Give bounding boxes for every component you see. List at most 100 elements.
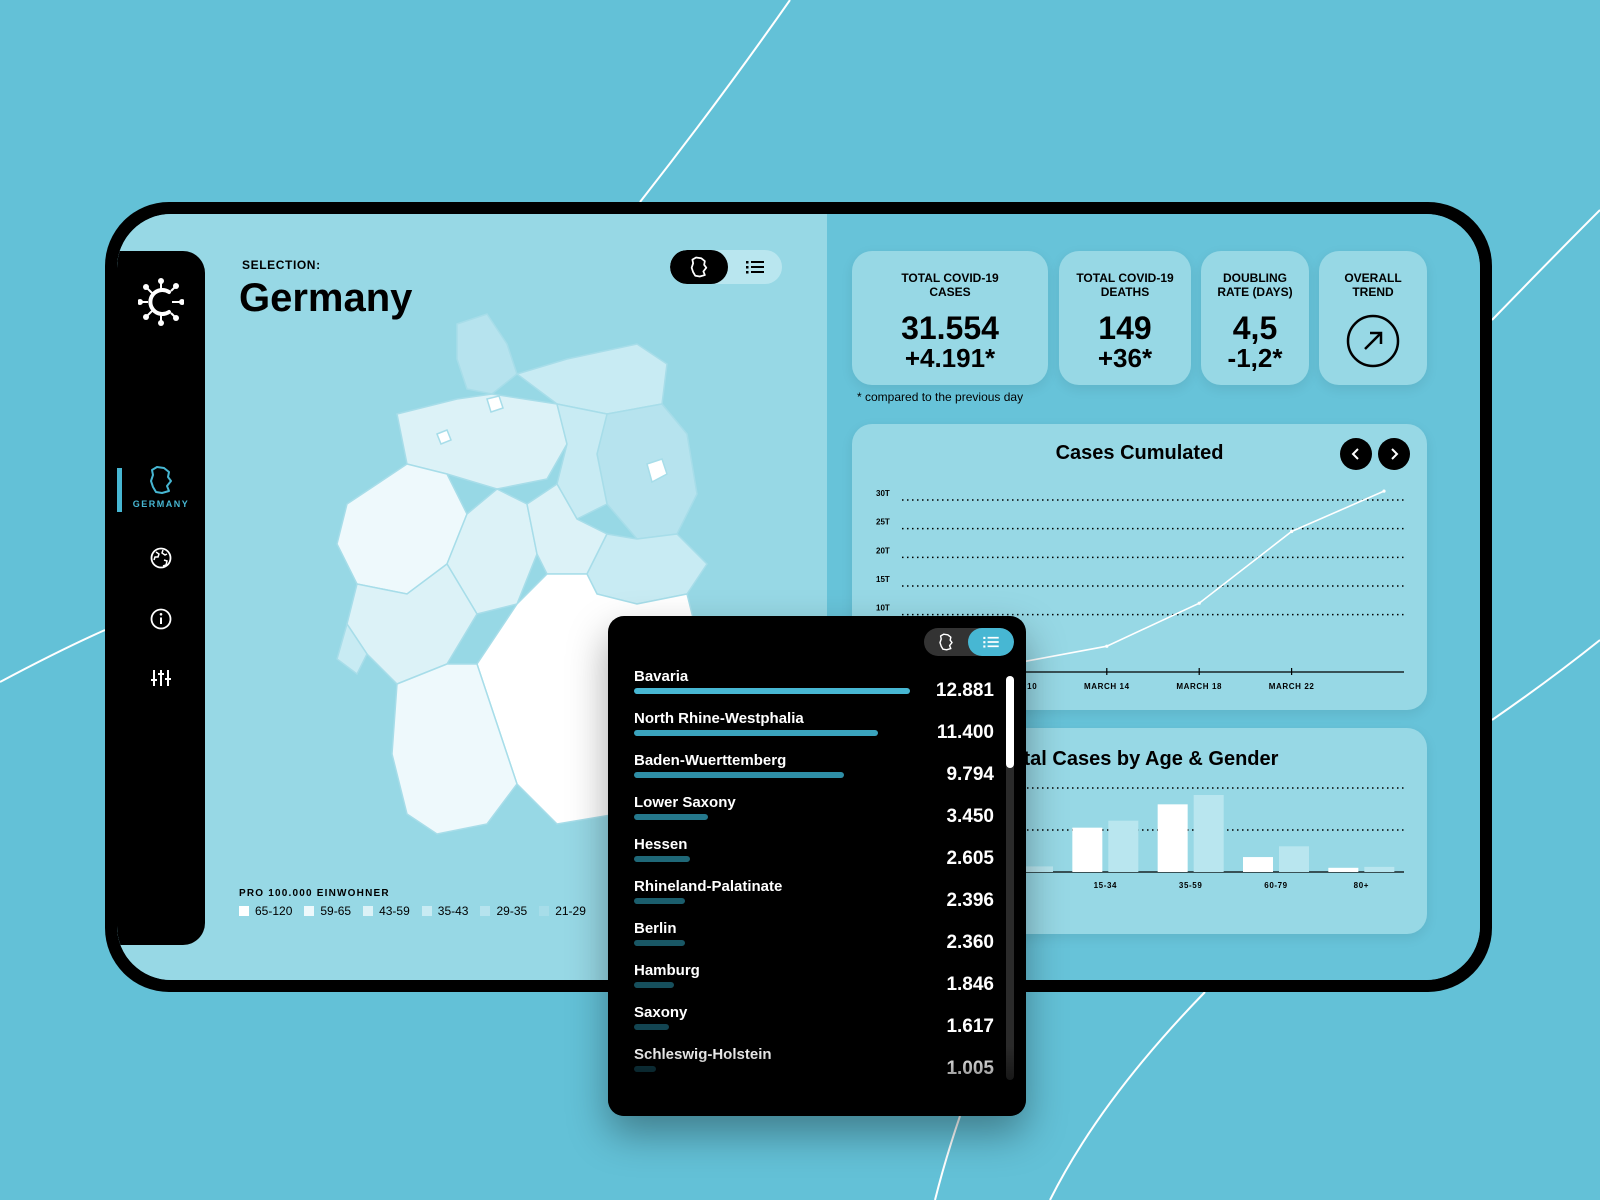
region-berlin (646, 458, 668, 484)
overall-trend-card: OVERALL TREND (1319, 251, 1427, 385)
sidebar-item-world[interactable] (117, 547, 205, 569)
state-name: Hamburg (634, 962, 700, 979)
bar (1193, 795, 1224, 872)
scrollbar[interactable] (1006, 676, 1014, 1080)
x-tick-label: MARCH 14 (1084, 682, 1130, 691)
doubling-rate-delta: -1,2* (1227, 343, 1283, 373)
state-name: North Rhine-Westphalia (634, 710, 804, 727)
total-deaths-card: TOTAL COVID-19 DEATHS 149 +36* (1059, 251, 1191, 385)
y-tick-label: 30T (876, 489, 890, 498)
state-name: Berlin (634, 920, 677, 937)
legend-swatch (539, 906, 550, 916)
state-bar (634, 898, 685, 904)
list-view-button[interactable] (728, 250, 782, 284)
bar (1279, 846, 1309, 872)
list-item[interactable]: Saxony 1.617 (634, 1004, 994, 1046)
chart-prev-button[interactable] (1340, 438, 1372, 470)
legend-item: 65-120 (239, 904, 292, 918)
state-name: Hessen (634, 836, 688, 853)
region-hamburg (486, 395, 504, 413)
app-logo[interactable] (117, 277, 205, 327)
chevron-left-icon (1351, 448, 1359, 460)
region-saxony-anhalt (555, 403, 608, 520)
list-item[interactable]: Bavaria 12.881 (634, 668, 994, 710)
legend-item: 43-59 (363, 904, 410, 918)
map-legend: 65-120 59-65 43-59 35-43 29-35 21-29 (239, 904, 586, 918)
state-bar (634, 982, 674, 988)
doubling-rate-card: DOUBLING RATE (DAYS) 4,5 -1,2* (1201, 251, 1309, 385)
map-view-icon (690, 256, 708, 278)
list-item[interactable]: Hessen 2.605 (634, 836, 994, 878)
state-bar (634, 940, 685, 946)
region-baden-wuerttemberg (391, 663, 518, 835)
footnote: * compared to the previous day (857, 390, 1024, 404)
sliders-icon (151, 670, 171, 686)
bar (1328, 867, 1359, 872)
x-tick-label: 35-59 (1179, 881, 1202, 890)
stats-panel: TOTAL COVID-19 CASES 31.554 +4.191* TOTAL… (827, 214, 1480, 980)
region-schleswig-holstein (456, 313, 518, 395)
germany-map (336, 313, 708, 835)
legend-label: 43-59 (379, 904, 410, 918)
bar (1023, 866, 1053, 872)
scrollbar-thumb[interactable] (1006, 676, 1014, 768)
dashboard-screen: GERMANY (117, 214, 1480, 980)
total-cases-value: 31.554 (901, 310, 999, 346)
total-deaths-delta: +36* (1097, 343, 1153, 373)
data-point (1290, 529, 1294, 534)
state-list-panel: Bavaria 12.881 North Rhine-Westphalia 11.40… (608, 616, 1026, 1116)
list-item[interactable]: Berlin 2.360 (634, 920, 994, 962)
chart-next-button[interactable] (1378, 438, 1410, 470)
chevron-right-icon (1391, 448, 1399, 460)
legend-swatch (363, 906, 374, 916)
data-point (1197, 601, 1201, 605)
legend-title: PRO 100.000 EINWOHNER (239, 888, 390, 899)
stat-title: DOUBLING RATE (DAYS) (1217, 271, 1293, 299)
list-item[interactable]: Baden-Wuerttemberg 9.794 (634, 752, 994, 794)
state-value: 2.396 (946, 890, 994, 911)
list-item[interactable]: Rhineland-Palatinate 2.396 (634, 878, 994, 920)
sidebar-item-info[interactable] (117, 608, 205, 630)
list-item[interactable]: North Rhine-Westphalia 11.400 (634, 710, 994, 752)
germany-icon (150, 466, 172, 494)
page-title: Germany (239, 276, 413, 320)
legend-label: 21-29 (555, 904, 586, 918)
region-saarland (336, 622, 368, 676)
x-tick-label: 80+ (1354, 881, 1369, 890)
bar (1243, 857, 1273, 872)
state-bar (634, 772, 844, 778)
list-item[interactable]: Hamburg 1.846 (634, 962, 994, 1004)
state-name: Baden-Wuerttemberg (634, 752, 787, 769)
map-view-button[interactable] (670, 250, 728, 284)
sidebar-item-germany[interactable]: GERMANY (117, 465, 205, 509)
y-tick-label: 15T (876, 575, 890, 584)
chart-title: Total Cases by Age & Gender (1000, 748, 1279, 770)
view-toggle (670, 250, 782, 284)
map-view-button[interactable] (924, 628, 968, 656)
list-view-button[interactable] (968, 628, 1014, 656)
total-cases-card: TOTAL COVID-19 CASES 31.554 +4.191* (852, 251, 1048, 385)
list-view-icon (746, 261, 764, 274)
state-bar (634, 688, 910, 694)
bar (1072, 827, 1103, 872)
state-value: 1.846 (946, 974, 994, 995)
legend-swatch (480, 906, 491, 916)
state-name: Lower Saxony (634, 794, 736, 811)
legend-swatch (421, 906, 432, 916)
y-tick-label: 20T (876, 546, 890, 555)
state-value: 1.617 (946, 1016, 994, 1037)
list-item[interactable]: Lower Saxony 3.450 (634, 794, 994, 836)
x-tick-label: 15-34 (1094, 881, 1117, 890)
total-cases-delta: +4.191* (904, 343, 996, 373)
state-value: 9.794 (946, 764, 994, 785)
state-name: Rhineland-Palatinate (634, 878, 783, 895)
legend-label: 35-43 (437, 904, 469, 918)
legend-item: 59-65 (304, 904, 351, 918)
legend-item: 29-35 (480, 904, 527, 918)
sidebar-item-settings[interactable] (117, 667, 205, 689)
region-bremen (436, 429, 452, 445)
legend-swatch (304, 906, 315, 916)
virus-logo-icon (138, 278, 184, 326)
info-icon (150, 608, 172, 630)
